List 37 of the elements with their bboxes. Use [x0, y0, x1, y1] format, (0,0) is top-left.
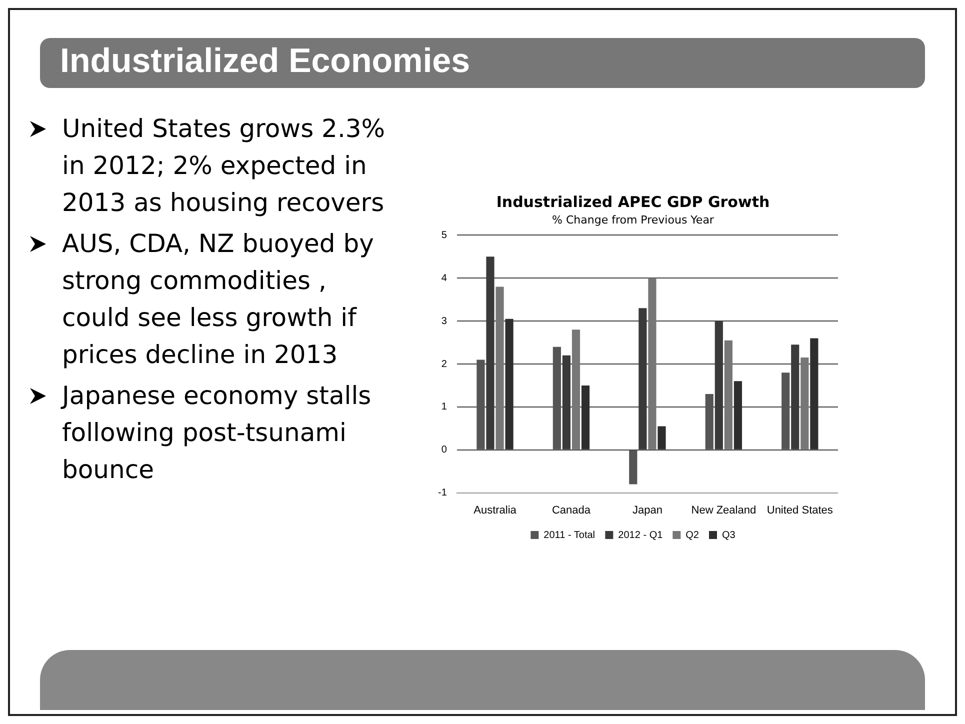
bar: [552, 346, 561, 450]
text: Industrialized Economies: [40, 38, 925, 85]
bar: [572, 330, 580, 450]
bar: [705, 394, 714, 450]
bar: [800, 358, 809, 450]
text: United States grows 2.3% in 2012; 2% expected in 2013 as housing recovers: [62, 113, 386, 219]
legend-label: 2012 - Q1: [618, 530, 664, 541]
legend-label: 2011 - Total: [544, 530, 596, 541]
y-tick-label: 3: [441, 316, 448, 327]
y-tick-label: 4: [441, 272, 448, 284]
bar: [810, 338, 818, 450]
y-tick-label: -1: [438, 488, 448, 499]
legend-label: Q2: [686, 530, 700, 541]
bar: [629, 450, 638, 484]
bar: [782, 372, 790, 450]
bar: [724, 340, 732, 450]
x-tick-label: New Zealand: [691, 504, 756, 516]
chart-subtitle: % Change from Previous Year: [552, 213, 714, 226]
bar: [734, 381, 742, 450]
bar: [496, 286, 504, 450]
x-tick-label: Japan: [632, 504, 662, 516]
x-tick-label: United States: [766, 504, 834, 516]
text: Japanese economy stalls following post-tsunami bounce: [62, 380, 372, 486]
bar: [658, 426, 666, 450]
bar: [505, 318, 514, 450]
text: AUS, CDA, NZ buoyed by strong commodities , could see less growth if prices decline in 2013: [62, 228, 375, 371]
x-tick-label: Canada: [552, 504, 592, 516]
y-tick-label: 2: [441, 358, 448, 370]
legend-label: Q3: [722, 530, 736, 541]
x-tick-label: Australia: [474, 504, 518, 516]
chart-title: Industrialized APEC GDP Growth: [496, 192, 770, 211]
y-tick-label: 1: [441, 402, 448, 413]
bar: [581, 385, 590, 450]
y-tick-label: 0: [441, 444, 448, 456]
bar: [476, 360, 485, 450]
y-tick-label: 5: [441, 230, 448, 241]
bar: [648, 278, 656, 450]
